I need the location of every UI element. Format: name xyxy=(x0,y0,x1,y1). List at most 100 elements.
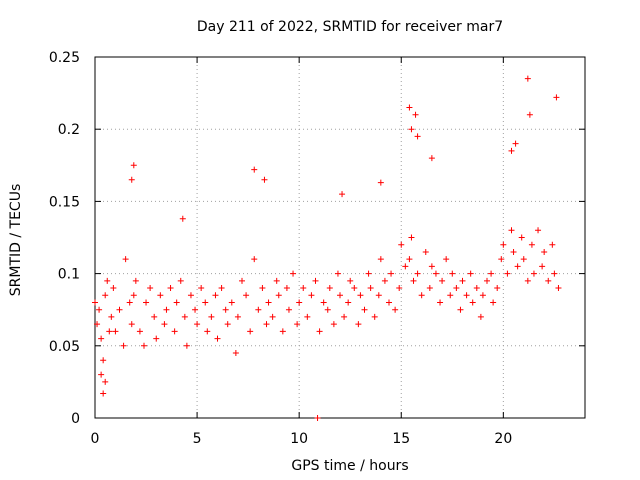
data-point xyxy=(535,227,542,234)
data-point xyxy=(524,277,531,284)
data-point xyxy=(367,285,374,292)
data-point xyxy=(377,256,384,263)
data-point xyxy=(334,270,341,277)
data-point xyxy=(283,285,290,292)
data-point xyxy=(426,285,433,292)
data-point xyxy=(520,256,527,263)
y-tick-label: 0.1 xyxy=(58,267,80,283)
data-point xyxy=(222,306,229,313)
x-tick-label: 5 xyxy=(193,431,202,447)
data-point xyxy=(549,241,556,248)
data-point xyxy=(459,277,466,284)
data-point xyxy=(198,285,205,292)
data-point xyxy=(337,292,343,299)
data-point xyxy=(285,306,292,313)
data-point xyxy=(126,299,133,306)
data-point xyxy=(153,335,160,342)
y-tick-label: 0.2 xyxy=(58,122,80,138)
data-point xyxy=(330,321,337,328)
data-point xyxy=(488,270,495,277)
axis-ticks: 0 5 10 15 20 0 0.05 0.1 0.15 0.2 0.25 xyxy=(49,50,585,447)
data-point xyxy=(183,342,190,349)
data-point xyxy=(108,313,115,320)
data-point xyxy=(355,321,362,328)
data-point xyxy=(361,306,368,313)
y-tick-label: 0.25 xyxy=(49,50,80,66)
y-axis-label: SRMTID / TECUs xyxy=(8,184,24,297)
data-point xyxy=(247,328,254,335)
data-point xyxy=(432,270,439,277)
x-tick-label: 15 xyxy=(392,431,410,447)
data-point xyxy=(418,292,425,299)
data-point xyxy=(428,155,435,162)
data-point xyxy=(484,277,490,284)
data-point xyxy=(128,321,135,328)
data-point xyxy=(439,277,446,284)
data-point xyxy=(239,277,245,284)
data-point xyxy=(518,234,525,241)
data-point xyxy=(539,263,546,270)
data-point xyxy=(406,104,413,111)
x-tick-label: 20 xyxy=(494,431,512,447)
data-point xyxy=(312,277,319,284)
data-point xyxy=(194,321,201,328)
data-point xyxy=(320,299,327,306)
data-point xyxy=(261,176,268,183)
data-point xyxy=(377,179,384,186)
data-point xyxy=(443,256,450,263)
data-point xyxy=(396,285,403,292)
data-point xyxy=(453,285,460,292)
data-point xyxy=(339,191,346,198)
data-point xyxy=(473,285,480,292)
data-point xyxy=(187,292,194,299)
plot-frame xyxy=(94,56,586,419)
data-point xyxy=(300,285,307,292)
data-point xyxy=(553,94,560,101)
data-point xyxy=(192,306,199,313)
data-point xyxy=(514,263,521,270)
data-point xyxy=(122,256,129,263)
data-point xyxy=(171,328,178,335)
data-point xyxy=(398,241,405,248)
data-point xyxy=(96,306,103,313)
data-point xyxy=(112,328,119,335)
data-point xyxy=(477,313,484,320)
x-tick-label: 0 xyxy=(91,431,100,447)
data-point xyxy=(269,313,276,320)
y-tick-label: 0.15 xyxy=(49,194,80,210)
data-point xyxy=(177,277,184,284)
data-point xyxy=(275,292,282,299)
data-point xyxy=(526,111,533,118)
data-point xyxy=(345,299,352,306)
data-point xyxy=(265,299,272,306)
data-point xyxy=(263,321,270,328)
data-point xyxy=(98,371,105,378)
data-point xyxy=(232,350,239,357)
data-point xyxy=(351,285,358,292)
data-point xyxy=(290,270,297,277)
y-tick-label: 0 xyxy=(71,411,80,427)
chart-title: Day 211 of 2022, SRMTID for receiver mar… xyxy=(197,19,503,35)
data-point xyxy=(228,299,235,306)
data-point xyxy=(116,306,123,313)
data-point xyxy=(528,241,535,248)
data-point xyxy=(151,313,158,320)
data-point xyxy=(479,292,486,299)
data-point xyxy=(410,277,417,284)
data-point xyxy=(214,335,221,342)
data-point xyxy=(408,234,415,241)
data-point xyxy=(437,299,444,306)
data-point xyxy=(381,277,388,284)
data-point xyxy=(212,292,219,299)
data-point xyxy=(132,277,139,284)
data-point xyxy=(422,248,429,255)
data-point xyxy=(551,270,558,277)
data-point xyxy=(141,342,147,349)
data-point xyxy=(296,299,303,306)
data-point xyxy=(555,285,562,292)
data-point xyxy=(414,133,421,140)
data-point xyxy=(304,313,311,320)
data-point xyxy=(308,292,315,299)
x-axis-label: GPS time / hours xyxy=(291,458,408,474)
data-point xyxy=(234,313,241,320)
